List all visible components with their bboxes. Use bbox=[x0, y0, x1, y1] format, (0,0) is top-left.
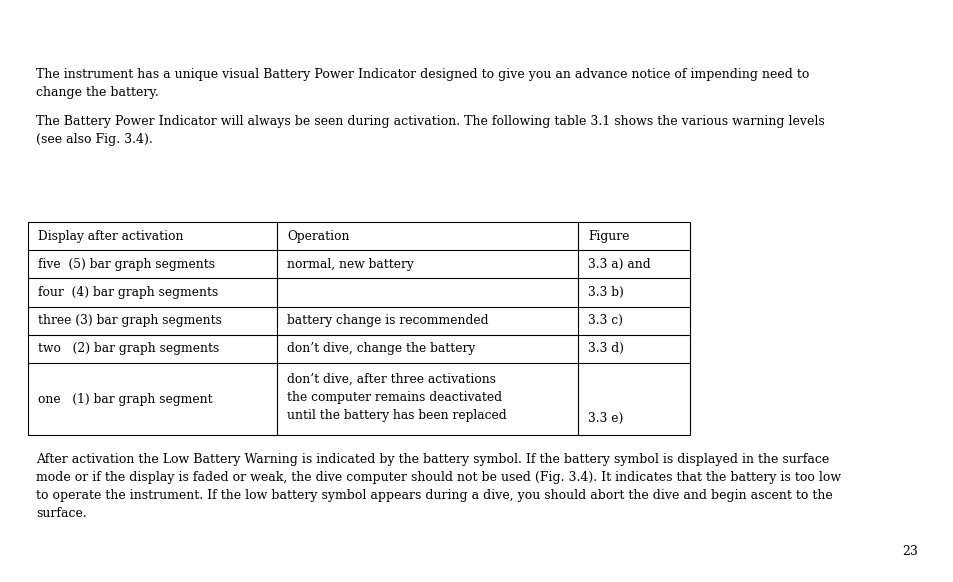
Text: don’t dive, after three activations: don’t dive, after three activations bbox=[287, 373, 496, 386]
Text: five  (5) bar graph segments: five (5) bar graph segments bbox=[38, 258, 214, 271]
Text: don’t dive, change the battery: don’t dive, change the battery bbox=[287, 342, 475, 356]
Text: surface.: surface. bbox=[36, 507, 87, 520]
Text: 23: 23 bbox=[902, 545, 917, 558]
Text: The instrument has a unique visual Battery Power Indicator designed to give you : The instrument has a unique visual Batte… bbox=[36, 68, 808, 81]
Text: three (3) bar graph segments: three (3) bar graph segments bbox=[38, 314, 222, 327]
Text: Display after activation: Display after activation bbox=[38, 230, 183, 243]
Text: The Battery Power Indicator will always be seen during activation. The following: The Battery Power Indicator will always … bbox=[36, 115, 824, 128]
Text: Operation: Operation bbox=[287, 230, 349, 243]
Text: four  (4) bar graph segments: four (4) bar graph segments bbox=[38, 286, 218, 299]
Text: 3.3 b): 3.3 b) bbox=[587, 286, 623, 299]
Text: battery change is recommended: battery change is recommended bbox=[287, 314, 488, 327]
Text: Figure: Figure bbox=[587, 230, 629, 243]
Bar bbox=[28, 222, 689, 435]
Text: two   (2) bar graph segments: two (2) bar graph segments bbox=[38, 342, 219, 356]
Text: until the battery has been replaced: until the battery has been replaced bbox=[287, 409, 506, 422]
Text: one   (1) bar graph segment: one (1) bar graph segment bbox=[38, 392, 213, 406]
Text: (see also Fig. 3.4).: (see also Fig. 3.4). bbox=[36, 133, 152, 146]
Text: 3.3 e): 3.3 e) bbox=[587, 412, 622, 425]
Text: 3.3 d): 3.3 d) bbox=[587, 342, 623, 356]
Text: normal, new battery: normal, new battery bbox=[287, 258, 414, 271]
Text: mode or if the display is faded or weak, the dive computer should not be used (F: mode or if the display is faded or weak,… bbox=[36, 471, 841, 484]
Text: 3.3 a) and: 3.3 a) and bbox=[587, 258, 650, 271]
Text: to operate the instrument. If the low battery symbol appears during a dive, you : to operate the instrument. If the low ba… bbox=[36, 489, 832, 502]
Text: After activation the Low Battery Warning is indicated by the battery symbol. If : After activation the Low Battery Warning… bbox=[36, 453, 828, 466]
Text: 3.3 c): 3.3 c) bbox=[587, 314, 622, 327]
Text: the computer remains deactivated: the computer remains deactivated bbox=[287, 391, 501, 404]
Text: change the battery.: change the battery. bbox=[36, 86, 158, 99]
